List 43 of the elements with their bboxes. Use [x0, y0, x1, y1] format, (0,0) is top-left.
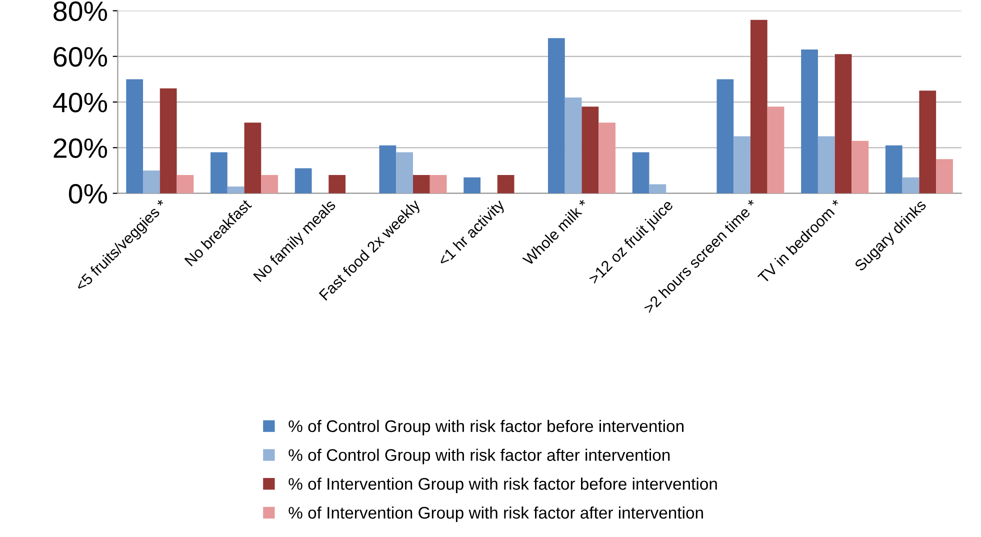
bar — [379, 145, 396, 194]
bar — [716, 79, 734, 194]
bar — [430, 175, 447, 194]
bar — [919, 90, 936, 194]
bar — [801, 50, 818, 194]
bar — [227, 186, 244, 194]
y-tick-label: 60% — [54, 47, 108, 67]
bar — [582, 106, 599, 194]
bar — [176, 175, 194, 194]
y-tick-label: 40% — [53, 92, 108, 112]
y-tick-label: 80% — [54, 1, 108, 22]
legend-label: % of Intervention Group with risk factor after intervention — [288, 506, 703, 522]
bar — [885, 145, 902, 194]
bar — [548, 38, 565, 194]
bar — [936, 159, 953, 194]
bar — [413, 175, 430, 194]
bar — [328, 175, 346, 194]
bar — [902, 177, 920, 194]
y-tick-label: 0% — [68, 184, 108, 204]
bar — [497, 175, 514, 194]
bar — [834, 54, 852, 194]
bar — [160, 88, 177, 194]
legend-label: % of Control Group with risk factor before intervention — [288, 420, 684, 436]
bar — [734, 136, 750, 194]
bar — [210, 152, 228, 194]
bar — [852, 140, 869, 194]
bar — [598, 122, 616, 194]
bar — [261, 175, 278, 194]
bar — [632, 152, 650, 194]
bar — [464, 177, 480, 194]
bar — [143, 170, 160, 194]
bar — [649, 184, 666, 194]
bar — [767, 106, 784, 194]
bar — [750, 20, 768, 194]
legend-label: % of Control Group with risk factor after intervention — [288, 448, 670, 464]
legend-label: % of Intervention Group with risk factor before intervention — [288, 478, 717, 494]
bar — [564, 97, 582, 194]
bar — [294, 168, 312, 194]
bar — [126, 79, 144, 194]
bar — [244, 122, 262, 194]
bar — [818, 136, 835, 194]
bar — [396, 152, 413, 194]
y-tick-label: 20% — [54, 138, 108, 158]
